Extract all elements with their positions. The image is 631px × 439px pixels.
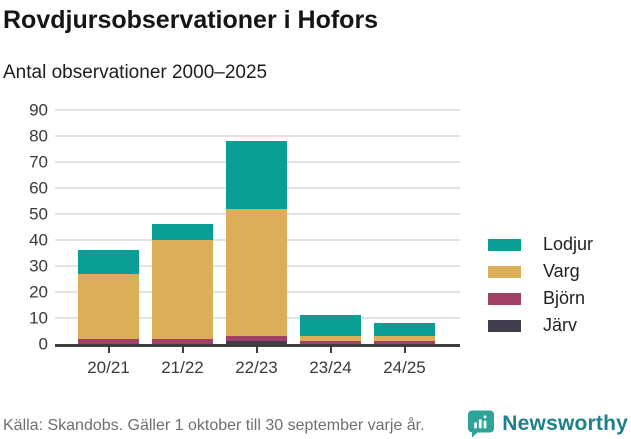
bar-segment-björn bbox=[78, 338, 139, 347]
legend-label: Lodjur bbox=[543, 234, 594, 254]
y-tick-label: 0 bbox=[38, 334, 48, 354]
legend-item-lodjur: Lodjur bbox=[488, 231, 593, 258]
legend-label: Björn bbox=[543, 288, 586, 308]
gridline bbox=[55, 135, 460, 137]
bar-segment-björn bbox=[226, 336, 287, 342]
bar-21-22 bbox=[152, 110, 213, 347]
y-tick-label: 40 bbox=[29, 230, 48, 250]
bar-segment-lodjur bbox=[152, 224, 213, 240]
y-tick-label: 80 bbox=[29, 126, 48, 146]
bar-segment-lodjur bbox=[300, 315, 361, 337]
x-tick-label: 21/22 bbox=[161, 358, 204, 377]
legend-item-järv: Järv bbox=[488, 312, 593, 339]
x-tick bbox=[181, 347, 184, 353]
page-title: Rovdjursobservationer i Hofors bbox=[3, 6, 379, 34]
y-tick-label: 30 bbox=[29, 256, 48, 276]
legend-item-björn: Björn bbox=[488, 285, 593, 312]
bar-23-24 bbox=[300, 110, 361, 347]
y-tick-label: 50 bbox=[29, 204, 48, 224]
legend-label: Varg bbox=[543, 261, 580, 281]
bar-segment-björn bbox=[152, 338, 213, 347]
legend-swatch bbox=[488, 319, 521, 332]
chart-legend: Lodjur Varg Björn Järv bbox=[488, 231, 593, 339]
bar-segment-lodjur bbox=[78, 250, 139, 274]
x-tick-label: 20/21 bbox=[87, 358, 130, 377]
legend-swatch bbox=[488, 292, 521, 305]
legend-swatch bbox=[488, 265, 521, 278]
legend-swatch bbox=[488, 238, 521, 251]
y-tick-label: 90 bbox=[29, 100, 48, 120]
x-tick-label: 23/24 bbox=[309, 358, 352, 377]
chart-subtitle: Antal observationer 2000–2025 bbox=[3, 62, 268, 83]
source-note: Källa: Skandobs. Gäller 1 oktober till 3… bbox=[3, 417, 425, 434]
plot-area bbox=[55, 109, 460, 347]
bar-segment-varg bbox=[226, 208, 287, 337]
gridline bbox=[55, 109, 460, 111]
newsworthy-wordmark: Newsworthy bbox=[502, 412, 628, 435]
bar-segment-lodjur bbox=[226, 141, 287, 209]
x-tick bbox=[255, 347, 258, 353]
y-axis-labels: 0 10 20 30 40 50 60 70 80 90 bbox=[0, 102, 48, 353]
y-tick-label: 60 bbox=[29, 178, 48, 198]
bar-segment-lodjur bbox=[374, 323, 435, 337]
bar-segment-varg bbox=[152, 240, 213, 339]
bar-segment-varg bbox=[78, 273, 139, 339]
bar-segment-varg bbox=[300, 336, 361, 342]
x-tick-label: 24/25 bbox=[383, 358, 426, 377]
legend-item-varg: Varg bbox=[488, 258, 593, 285]
x-axis-line bbox=[55, 344, 460, 347]
legend-label: Järv bbox=[543, 315, 578, 335]
y-tick-label: 20 bbox=[29, 282, 48, 302]
bar-segment-varg bbox=[374, 336, 435, 342]
x-tick bbox=[107, 347, 110, 353]
x-tick bbox=[403, 347, 406, 353]
y-tick-label: 70 bbox=[29, 152, 48, 172]
bar-22-23 bbox=[226, 110, 287, 347]
newsworthy-logo-icon bbox=[468, 410, 495, 438]
bar-24-25 bbox=[374, 110, 435, 347]
x-tick-label: 22/23 bbox=[235, 358, 278, 377]
stacked-bar-chart: 0 10 20 30 40 50 60 70 80 90 20/21 21/22 22/23 23/24… bbox=[0, 100, 631, 400]
bar-20-21 bbox=[78, 110, 139, 347]
newsworthy-logo: Newsworthy bbox=[467, 410, 628, 438]
x-tick bbox=[329, 347, 332, 353]
y-tick-label: 10 bbox=[29, 308, 48, 328]
